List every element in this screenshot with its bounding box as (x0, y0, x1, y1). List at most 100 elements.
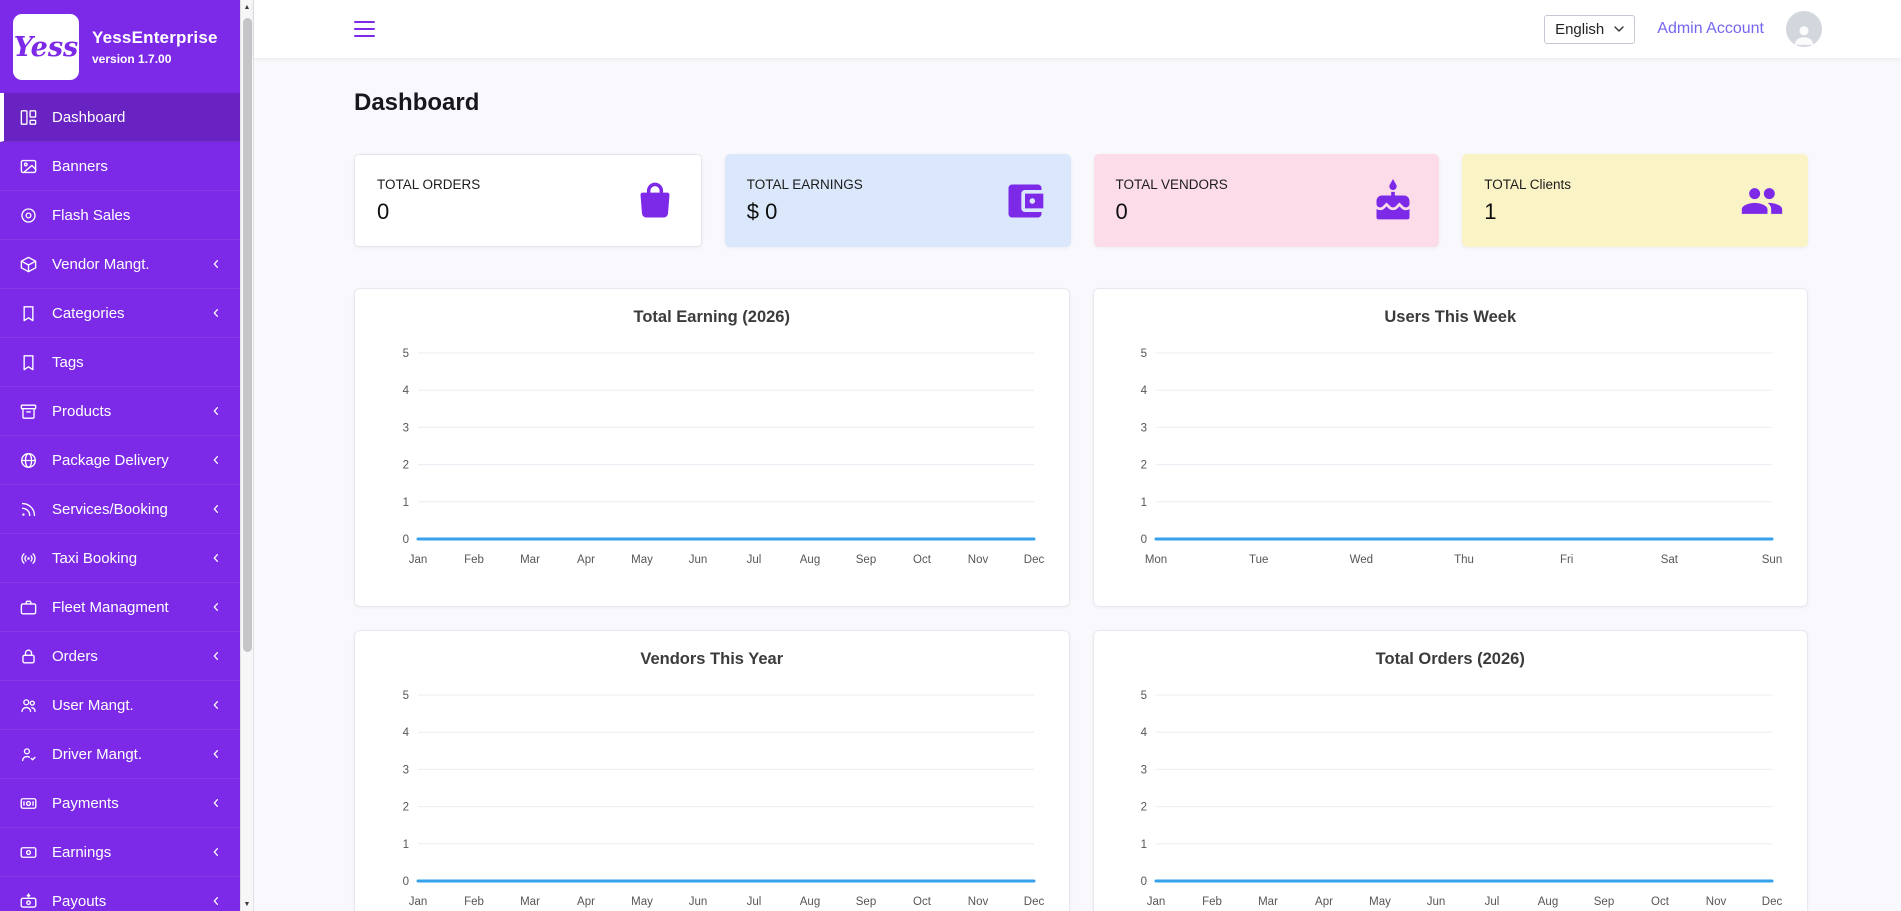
logo-text: Yess (13, 31, 79, 63)
svg-text:Sep: Sep (856, 554, 876, 566)
chevron-left-icon (208, 599, 224, 615)
svg-text:Oct: Oct (913, 896, 932, 908)
sidebar-item-package-delivery[interactable]: Package Delivery (0, 436, 240, 485)
stat-card-text: TOTAL Clients 1 (1484, 177, 1571, 225)
svg-text:1: 1 (402, 497, 408, 509)
svg-text:2: 2 (402, 460, 408, 472)
svg-text:Tue: Tue (1249, 554, 1268, 566)
sidebar-item-products[interactable]: Products (0, 387, 240, 436)
chevron-left-icon (208, 648, 224, 664)
sidebar-item-fleet-managment[interactable]: Fleet Managment (0, 583, 240, 632)
chevron-left-icon (208, 256, 224, 272)
svg-text:Jun: Jun (688, 554, 707, 566)
svg-text:2: 2 (1141, 460, 1147, 472)
svg-text:Nov: Nov (968, 554, 989, 566)
sidebar-item-categories[interactable]: Categories (0, 289, 240, 338)
svg-text:Jan: Jan (408, 896, 427, 908)
chart-title: Vendors This Year (640, 650, 784, 668)
sidebar-item-label: Taxi Booking (52, 549, 138, 567)
chevron-left-icon (208, 403, 224, 419)
stat-card-label: TOTAL VENDORS (1115, 176, 1228, 192)
svg-text:Thu: Thu (1454, 554, 1474, 566)
sidebar-item-earnings[interactable]: Earnings (0, 828, 240, 877)
sidebar-item-orders[interactable]: Orders (0, 632, 240, 681)
brand: Yess YessEnterprise version 1.7.00 (0, 0, 240, 93)
svg-text:Wed: Wed (1350, 554, 1373, 566)
svg-text:Fri: Fri (1560, 554, 1573, 566)
sidebar-item-label: Vendor Mangt. (52, 255, 150, 273)
chevron-down-icon (1614, 26, 1624, 32)
sidebar-item-payments[interactable]: Payments (0, 779, 240, 828)
image-icon (18, 156, 38, 176)
sidebar-scrollbar[interactable]: ▲ ▼ (240, 0, 254, 911)
stat-card-text: TOTAL ORDERS 0 (377, 177, 480, 225)
chevron-left-icon (208, 501, 224, 517)
svg-text:1: 1 (1141, 839, 1147, 851)
topbar: English Admin Account (254, 0, 1901, 58)
avatar[interactable] (1786, 11, 1822, 47)
svg-text:Jul: Jul (746, 554, 761, 566)
taxi-icon (18, 548, 38, 568)
svg-text:4: 4 (1141, 727, 1148, 739)
sidebar-item-label: Earnings (52, 843, 112, 861)
svg-text:Aug: Aug (800, 554, 820, 566)
svg-text:Mar: Mar (520, 554, 540, 566)
scrollbar-down-arrow[interactable]: ▼ (243, 900, 251, 908)
chart-title: Users This Week (1384, 308, 1517, 326)
admin-account-link[interactable]: Admin Account (1657, 20, 1764, 37)
dashboard-icon (18, 107, 38, 127)
stat-card-total-clients: TOTAL Clients 1 (1462, 154, 1808, 247)
vendor-icon (18, 254, 38, 274)
sidebar-item-user-mangt[interactable]: User Mangt. (0, 681, 240, 730)
sidebar-nav: Dashboard Banners Flash Sales Vendor Mangt.… (0, 93, 240, 911)
svg-text:Feb: Feb (464, 896, 484, 908)
svg-text:Jun: Jun (688, 896, 707, 908)
svg-text:4: 4 (402, 727, 409, 739)
sidebar-item-tags[interactable]: Tags (0, 338, 240, 387)
svg-text:4: 4 (1141, 385, 1148, 397)
stat-card-total-vendors: TOTAL VENDORS 0 (1093, 154, 1440, 247)
driver-icon (18, 744, 38, 764)
main-content: English Admin Account Dashboard TOTAL OR… (254, 0, 1901, 911)
sidebar-item-driver-mangt[interactable]: Driver Mangt. (0, 730, 240, 779)
package-icon (18, 450, 38, 470)
sidebar-item-payouts[interactable]: Payouts (0, 877, 240, 911)
svg-text:Mar: Mar (520, 896, 540, 908)
sidebar: Yess YessEnterprise version 1.7.00 Dashb… (0, 0, 240, 911)
sidebar-item-banners[interactable]: Banners (0, 142, 240, 191)
svg-text:Mar: Mar (1258, 896, 1278, 908)
sidebar-item-flash-sales[interactable]: Flash Sales (0, 191, 240, 240)
chevron-left-icon (208, 452, 224, 468)
chart-canvas: 0 1 2 3 4 5 Jan Feb Mar Apr May Jun Jul Aug Sep Oct Nov D… (402, 348, 1044, 566)
chart-card-total-earning-2026: Total Earning (2026) 0 1 2 3 4 5 Jan Feb Mar Apr Ma… (354, 288, 1070, 607)
stat-card-total-earnings: TOTAL EARNINGS $ 0 (724, 154, 1071, 247)
sidebar-item-dashboard[interactable]: Dashboard (0, 93, 240, 142)
svg-text:Jul: Jul (1485, 896, 1500, 908)
scrollbar-thumb[interactable] (243, 18, 252, 652)
chart-canvas: 0 1 2 3 4 5 Mon Tue Wed Thu Fri Sat Sun (1141, 348, 1783, 566)
sidebar-item-label: Dashboard (52, 108, 126, 126)
menu-toggle-button[interactable] (354, 20, 375, 38)
sidebar-item-vendor-mangt[interactable]: Vendor Mangt. (0, 240, 240, 289)
scrollbar-up-arrow[interactable]: ▲ (243, 3, 251, 11)
sidebar-item-taxi-booking[interactable]: Taxi Booking (0, 534, 240, 583)
sidebar-item-label: Categories (52, 304, 125, 322)
sidebar-item-label: Products (52, 402, 112, 420)
stat-card-value: 0 (377, 198, 390, 224)
svg-text:1: 1 (402, 839, 408, 851)
language-select[interactable]: English (1544, 14, 1636, 44)
svg-text:Sep: Sep (1594, 896, 1614, 908)
sidebar-item-services-booking[interactable]: Services/Booking (0, 485, 240, 534)
chevron-left-icon (208, 893, 224, 909)
fleet-icon (18, 597, 38, 617)
svg-text:0: 0 (402, 876, 408, 888)
chevron-left-icon (208, 844, 224, 860)
chevron-left-icon (208, 795, 224, 811)
stat-card-value: $ 0 (746, 198, 778, 224)
svg-text:Jul: Jul (746, 896, 761, 908)
svg-text:Apr: Apr (1315, 896, 1333, 908)
page: Dashboard TOTAL ORDERS 0 TOTAL EARNINGS $ 0… (254, 58, 1901, 911)
svg-text:5: 5 (1141, 690, 1147, 702)
bookmark-icon (18, 303, 38, 323)
